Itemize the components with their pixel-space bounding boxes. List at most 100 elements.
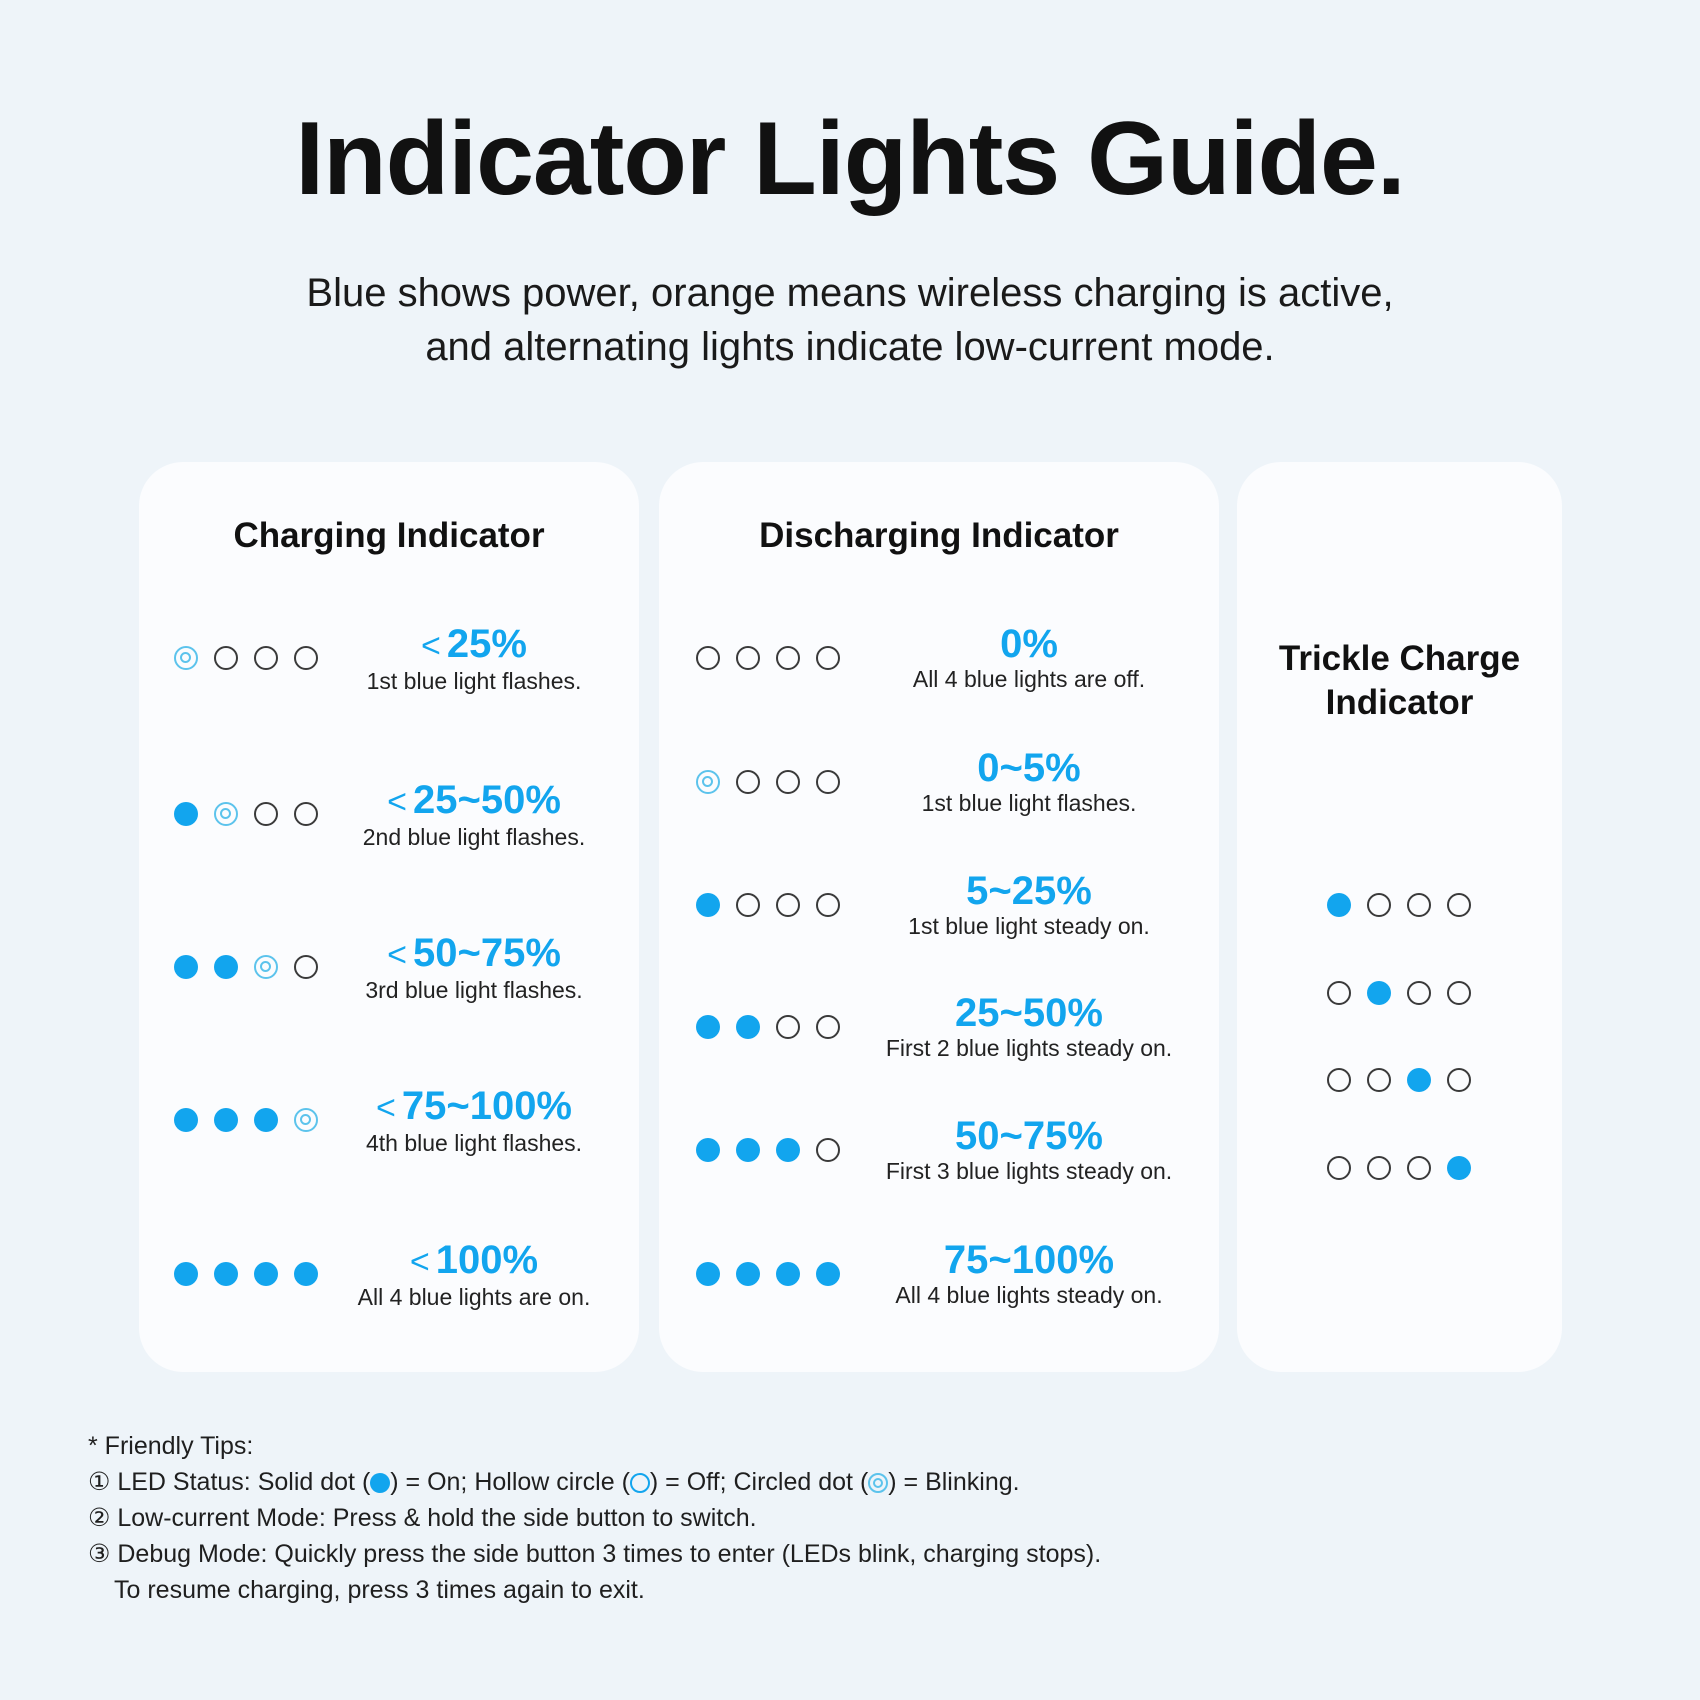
led-off-circle-icon bbox=[816, 1015, 840, 1039]
battery-percentage: 50~75% bbox=[859, 1116, 1199, 1156]
tip-text: ① LED Status: Solid dot ( bbox=[88, 1468, 371, 1496]
led-off-circle-icon bbox=[1367, 1068, 1391, 1092]
percentage-value: 25~50% bbox=[955, 991, 1103, 1035]
led-blinking-dot-icon bbox=[214, 802, 238, 826]
led-on-dot-icon bbox=[696, 893, 720, 917]
led-off-circle-icon bbox=[1327, 981, 1351, 1005]
battery-percentage: <50~75% bbox=[329, 933, 619, 975]
percentage-value: 50~75% bbox=[955, 1114, 1103, 1158]
page-subtitle: Blue shows power, orange means wireless … bbox=[150, 266, 1550, 374]
battery-percentage: <25% bbox=[329, 624, 619, 666]
led-dots bbox=[696, 893, 840, 917]
led-dots bbox=[696, 770, 840, 794]
battery-percentage: <100% bbox=[329, 1240, 619, 1282]
led-off-circle-icon bbox=[816, 1138, 840, 1162]
led-off-circle-icon bbox=[816, 893, 840, 917]
percentage-value: 100% bbox=[435, 1238, 539, 1282]
led-on-dot-icon bbox=[214, 955, 238, 979]
less-than-symbol: < bbox=[421, 627, 441, 665]
led-dots bbox=[174, 955, 318, 979]
led-dots bbox=[696, 1262, 840, 1286]
level-label: <25~50% 2nd blue light flashes. bbox=[329, 780, 619, 852]
led-off-circle-icon bbox=[736, 893, 760, 917]
card-title: Discharging Indicator bbox=[759, 516, 1119, 555]
tip-led-status: ① LED Status: Solid dot ( ) = On; Hollow … bbox=[88, 1464, 1588, 1500]
led-dots bbox=[174, 802, 318, 826]
less-than-symbol: < bbox=[375, 1089, 396, 1127]
led-off-circle-icon bbox=[776, 770, 800, 794]
level-label: 0~5% 1st blue light flashes. bbox=[859, 748, 1199, 818]
level-description: First 2 blue lights steady on. bbox=[885, 1035, 1173, 1061]
less-than-symbol: < bbox=[387, 936, 407, 974]
level-label: <75~100% 4th blue light flashes. bbox=[329, 1086, 619, 1158]
led-off-circle-icon bbox=[1367, 1156, 1391, 1180]
led-dots bbox=[696, 646, 840, 670]
led-on-dot-icon bbox=[816, 1262, 840, 1286]
battery-percentage: 0~5% bbox=[859, 748, 1199, 788]
led-on-dot-icon bbox=[736, 1138, 760, 1162]
led-dots bbox=[174, 1108, 318, 1132]
led-off-circle-icon bbox=[1447, 1068, 1471, 1092]
level-description: All 4 blue lights steady on. bbox=[895, 1282, 1163, 1308]
led-on-dot-icon bbox=[736, 1015, 760, 1039]
led-off-circle-icon bbox=[1407, 981, 1431, 1005]
led-on-dot-icon bbox=[254, 1108, 278, 1132]
card-title-line-1: Trickle Charge bbox=[1278, 639, 1521, 678]
led-off-circle-icon bbox=[776, 893, 800, 917]
level-label: 5~25% 1st blue light steady on. bbox=[859, 871, 1199, 941]
led-dots bbox=[696, 1015, 840, 1039]
led-on-dot-icon bbox=[696, 1138, 720, 1162]
led-dots bbox=[1327, 1156, 1471, 1180]
battery-percentage: 5~25% bbox=[859, 871, 1199, 911]
charging-indicator-card: Charging Indicator <25% 1st blue light fl… bbox=[139, 462, 639, 1372]
level-label: 25~50% First 2 blue lights steady on. bbox=[859, 993, 1199, 1063]
led-on-dot-icon bbox=[776, 1138, 800, 1162]
led-on-dot-icon bbox=[174, 1262, 198, 1286]
led-dots bbox=[1327, 1068, 1471, 1092]
less-than-symbol: < bbox=[409, 1243, 430, 1281]
level-label: <50~75% 3rd blue light flashes. bbox=[329, 933, 619, 1005]
page-title: Indicator Lights Guide. bbox=[295, 101, 1405, 217]
led-on-dot-icon bbox=[776, 1262, 800, 1286]
card-title: Trickle Charge Indicator bbox=[1237, 637, 1562, 725]
percentage-value: 75~100% bbox=[943, 1238, 1115, 1282]
level-description: All 4 blue lights are off. bbox=[912, 666, 1146, 692]
led-off-circle-icon bbox=[254, 646, 278, 670]
led-off-circle-icon bbox=[214, 646, 238, 670]
percentage-value: 75~100% bbox=[401, 1084, 572, 1128]
discharging-indicator-card: Discharging Indicator 0% All 4 blue light… bbox=[659, 462, 1219, 1372]
led-off-circle-icon bbox=[776, 646, 800, 670]
led-off-circle-icon bbox=[776, 1015, 800, 1039]
led-off-circle-icon bbox=[294, 955, 318, 979]
led-blinking-dot-icon bbox=[294, 1108, 318, 1132]
led-off-circle-icon bbox=[294, 646, 318, 670]
led-dots bbox=[174, 1262, 318, 1286]
battery-percentage: 0% bbox=[859, 624, 1199, 664]
level-description: 3rd blue light flashes. bbox=[365, 977, 583, 1003]
tip-text: ) = On; Hollow circle ( bbox=[390, 1468, 630, 1496]
battery-percentage: 25~50% bbox=[859, 993, 1199, 1033]
circled-dot-icon bbox=[868, 1473, 889, 1493]
led-blinking-dot-icon bbox=[254, 955, 278, 979]
friendly-tips: * Friendly Tips: ① LED Status: Solid dot… bbox=[88, 1428, 1588, 1608]
led-off-circle-icon bbox=[1367, 893, 1391, 917]
level-description: All 4 blue lights are on. bbox=[357, 1284, 591, 1310]
led-off-circle-icon bbox=[1327, 1156, 1351, 1180]
led-off-circle-icon bbox=[1447, 981, 1471, 1005]
level-description: 2nd blue light flashes. bbox=[362, 824, 586, 850]
level-label: <100% All 4 blue lights are on. bbox=[329, 1240, 619, 1312]
percentage-value: 25% bbox=[446, 622, 527, 666]
tip-low-current-mode: ② Low-current Mode: Press & hold the sid… bbox=[88, 1504, 757, 1532]
level-description: 1st blue light steady on. bbox=[908, 913, 1150, 939]
led-dots bbox=[696, 1138, 840, 1162]
trickle-charge-indicator-card: Trickle Charge Indicator bbox=[1237, 462, 1562, 1372]
led-off-circle-icon bbox=[736, 770, 760, 794]
led-on-dot-icon bbox=[294, 1262, 318, 1286]
hollow-circle-icon bbox=[629, 1473, 650, 1493]
led-blinking-dot-icon bbox=[696, 770, 720, 794]
level-label: <25% 1st blue light flashes. bbox=[329, 624, 619, 696]
led-on-dot-icon bbox=[174, 955, 198, 979]
percentage-value: 50~75% bbox=[412, 931, 561, 975]
card-title: Charging Indicator bbox=[233, 516, 545, 555]
led-off-circle-icon bbox=[1407, 893, 1431, 917]
